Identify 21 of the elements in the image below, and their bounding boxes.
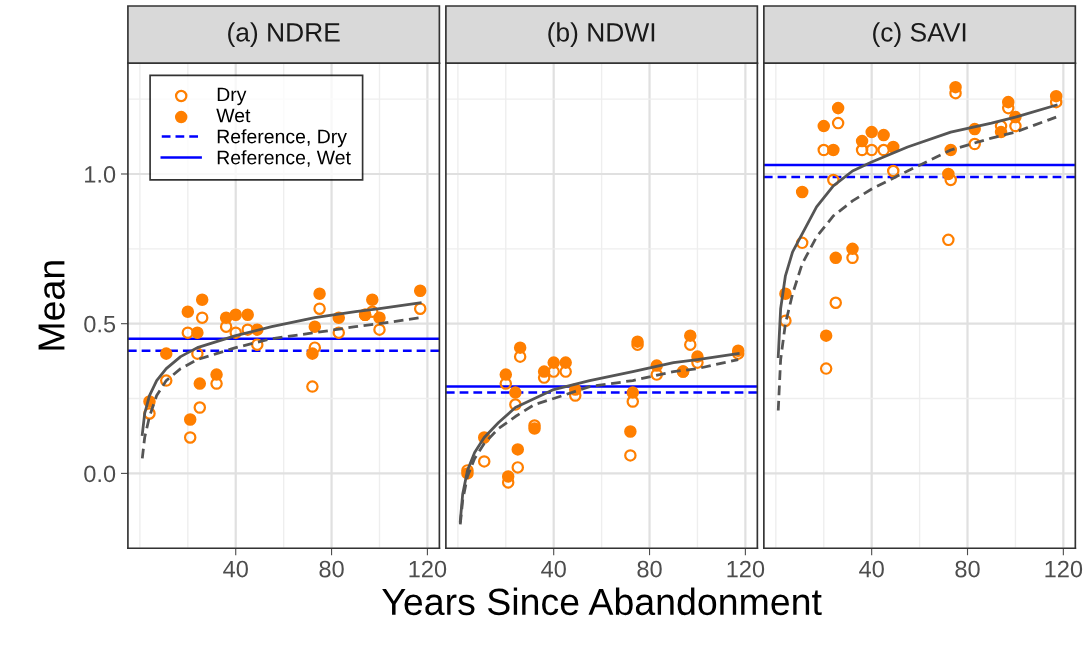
x-axis-title: Years Since Abandonment xyxy=(382,587,822,616)
x-tick-label: 120 xyxy=(1045,560,1083,578)
chart-title: (c) SAVI xyxy=(873,22,966,47)
x-tick-label: 40 xyxy=(859,560,884,578)
x-tick-label: 120 xyxy=(727,560,765,578)
legend-label: Reference, Wet xyxy=(217,150,351,167)
x-tick-label: 80 xyxy=(319,560,344,578)
x-tick-label: 40 xyxy=(541,560,566,578)
y-tick-label: 1.0 xyxy=(85,166,116,183)
x-tick-label: 80 xyxy=(955,560,980,578)
legend-label: Dry xyxy=(217,87,247,106)
x-tick-label: 80 xyxy=(637,560,662,578)
y-tick-label: 0.0 xyxy=(84,465,116,483)
x-tick-label: 120 xyxy=(409,560,447,578)
legend-label: Reference, Dry xyxy=(217,129,347,148)
chart-title: (a) NDRE xyxy=(228,22,340,47)
chart-title: (b) NDWI xyxy=(548,22,655,47)
x-tick-label: 40 xyxy=(223,560,248,578)
y-tick-label: 0.5 xyxy=(84,315,116,333)
legend-label: Wet xyxy=(216,108,251,123)
y-axis-title: Mean xyxy=(38,261,65,350)
